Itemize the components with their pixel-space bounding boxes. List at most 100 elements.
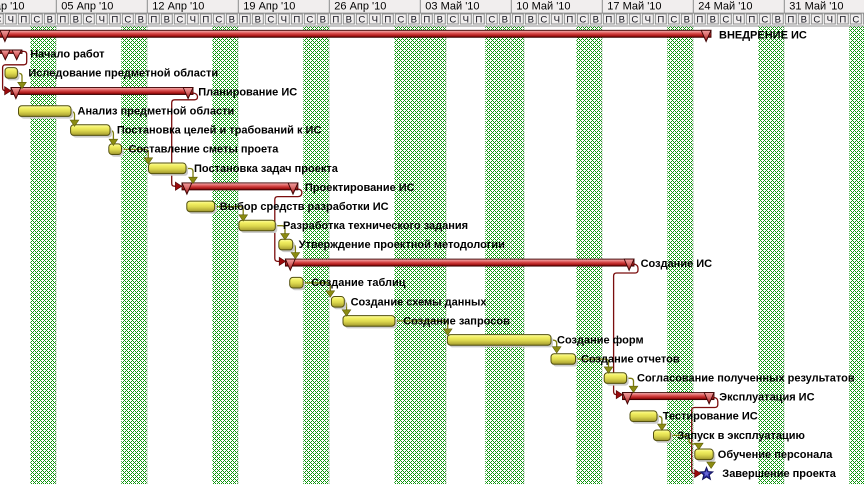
- svg-text:19 Апр '10: 19 Апр '10: [243, 1, 295, 13]
- svg-text:Ч: Ч: [99, 14, 105, 25]
- svg-text:П: П: [332, 14, 339, 25]
- svg-text:С: С: [670, 14, 677, 25]
- svg-text:В: В: [528, 14, 534, 25]
- svg-text:П: П: [59, 14, 66, 25]
- svg-text:П: П: [384, 14, 391, 25]
- svg-text:С: С: [540, 14, 547, 25]
- svg-text:Завершение проекта: Завершение проекта: [722, 468, 836, 480]
- svg-text:Создание схемы данных: Создание схемы данных: [351, 296, 488, 308]
- svg-text:Составление сметы проета: Составление сметы проета: [129, 144, 280, 156]
- svg-text:Ч: Ч: [827, 14, 833, 25]
- svg-text:Эксплуатация ИС: Эксплуатация ИС: [719, 392, 814, 404]
- svg-text:Планирование ИС: Планирование ИС: [198, 87, 297, 99]
- svg-text:В: В: [775, 14, 781, 25]
- svg-text:С: С: [176, 14, 183, 25]
- svg-text:Создание таблиц: Создание таблиц: [311, 277, 405, 289]
- svg-text:Запуск в эксплуатацию: Запуск в эксплуатацию: [677, 430, 805, 442]
- svg-text:Создание ИС: Создание ИС: [641, 258, 713, 270]
- svg-text:Иследование предметной области: Иследование предметной области: [28, 67, 218, 79]
- svg-text:В: В: [47, 14, 53, 25]
- svg-text:С: С: [124, 14, 131, 25]
- svg-text:Анализ предметной области: Анализ предметной области: [78, 106, 235, 118]
- svg-text:П: П: [696, 14, 703, 25]
- svg-text:31 Май '10: 31 Май '10: [789, 1, 843, 13]
- svg-text:С: С: [579, 14, 586, 25]
- svg-text:П: П: [657, 14, 664, 25]
- svg-text:С: С: [488, 14, 495, 25]
- svg-text:Ч: Ч: [645, 14, 651, 25]
- svg-text:Ч: Ч: [8, 14, 14, 25]
- svg-text:П: П: [202, 14, 209, 25]
- svg-text:С: С: [631, 14, 638, 25]
- svg-text:В: В: [801, 14, 807, 25]
- svg-text:С: С: [722, 14, 729, 25]
- svg-text:С: С: [33, 14, 40, 25]
- svg-text:В: В: [229, 14, 235, 25]
- svg-text:В: В: [73, 14, 79, 25]
- svg-text:Утверждение проектной методоло: Утверждение проектной методологии: [299, 239, 505, 251]
- svg-text:С: С: [267, 14, 274, 25]
- svg-text:24 Май '10: 24 Май '10: [698, 1, 752, 13]
- svg-text:С: С: [397, 14, 404, 25]
- svg-text:03 Май '10: 03 Май '10: [425, 1, 479, 13]
- svg-text:П: П: [475, 14, 482, 25]
- svg-text:П: П: [241, 14, 248, 25]
- svg-text:Ч: Ч: [372, 14, 378, 25]
- svg-text:В: В: [164, 14, 170, 25]
- svg-text:П: П: [605, 14, 612, 25]
- svg-text:В: В: [502, 14, 508, 25]
- svg-text:29 Мар '10: 29 Мар '10: [0, 1, 25, 13]
- svg-text:Ч: Ч: [190, 14, 196, 25]
- svg-text:В: В: [619, 14, 625, 25]
- svg-text:С: С: [215, 14, 222, 25]
- svg-text:12 Апр '10: 12 Апр '10: [152, 1, 204, 13]
- svg-text:05 Апр '10: 05 Апр '10: [61, 1, 113, 13]
- svg-text:П: П: [514, 14, 521, 25]
- svg-text:Ч: Ч: [736, 14, 742, 25]
- svg-text:В: В: [437, 14, 443, 25]
- svg-text:В: В: [684, 14, 690, 25]
- svg-text:Согласование полученных резуль: Согласование полученных результатов: [637, 373, 855, 385]
- svg-text:С: С: [0, 14, 1, 25]
- svg-text:П: П: [787, 14, 794, 25]
- svg-text:С: С: [813, 14, 820, 25]
- svg-text:Постановка задач проекта: Постановка задач проекта: [194, 163, 339, 175]
- svg-text:Постановка целей и трабований: Постановка целей и трабований к ИС: [117, 125, 322, 137]
- svg-text:Ч: Ч: [463, 14, 469, 25]
- svg-text:С: С: [761, 14, 768, 25]
- svg-text:С: С: [449, 14, 456, 25]
- svg-text:Обучение персонала: Обучение персонала: [718, 449, 833, 461]
- svg-text:С: С: [85, 14, 92, 25]
- svg-text:10 Май '10: 10 Май '10: [516, 1, 570, 13]
- svg-text:В: В: [710, 14, 716, 25]
- svg-text:Проектирование ИС: Проектирование ИС: [305, 182, 415, 194]
- svg-text:П: П: [150, 14, 157, 25]
- svg-text:Создание отчетов: Создание отчетов: [581, 354, 680, 366]
- svg-text:Начало работ: Начало работ: [30, 48, 105, 60]
- svg-text:С: С: [306, 14, 313, 25]
- svg-text:26 Апр '10: 26 Апр '10: [334, 1, 386, 13]
- svg-text:Ч: Ч: [281, 14, 287, 25]
- svg-text:В: В: [138, 14, 144, 25]
- svg-text:П: П: [566, 14, 573, 25]
- svg-text:В: В: [346, 14, 352, 25]
- svg-text:С: С: [358, 14, 365, 25]
- svg-text:В: В: [593, 14, 599, 25]
- svg-text:Создание запросов: Создание запросов: [403, 315, 510, 327]
- svg-text:17 Май '10: 17 Май '10: [607, 1, 661, 13]
- svg-text:Тестирование ИС: Тестирование ИС: [663, 411, 758, 423]
- svg-text:Выбор средств разработки ИС: Выбор средств разработки ИС: [220, 201, 389, 213]
- svg-text:П: П: [748, 14, 755, 25]
- svg-text:С: С: [852, 14, 859, 25]
- svg-text:Создание форм: Создание форм: [557, 334, 644, 346]
- svg-text:П: П: [423, 14, 430, 25]
- svg-text:П: П: [20, 14, 27, 25]
- svg-text:ВНЕДРЕНИЕ ИС: ВНЕДРЕНИЕ ИС: [719, 29, 807, 41]
- svg-text:П: П: [293, 14, 300, 25]
- svg-text:В: В: [320, 14, 326, 25]
- svg-text:Ч: Ч: [554, 14, 560, 25]
- svg-text:В: В: [255, 14, 261, 25]
- svg-text:П: П: [111, 14, 118, 25]
- svg-text:В: В: [411, 14, 417, 25]
- svg-text:П: П: [839, 14, 846, 25]
